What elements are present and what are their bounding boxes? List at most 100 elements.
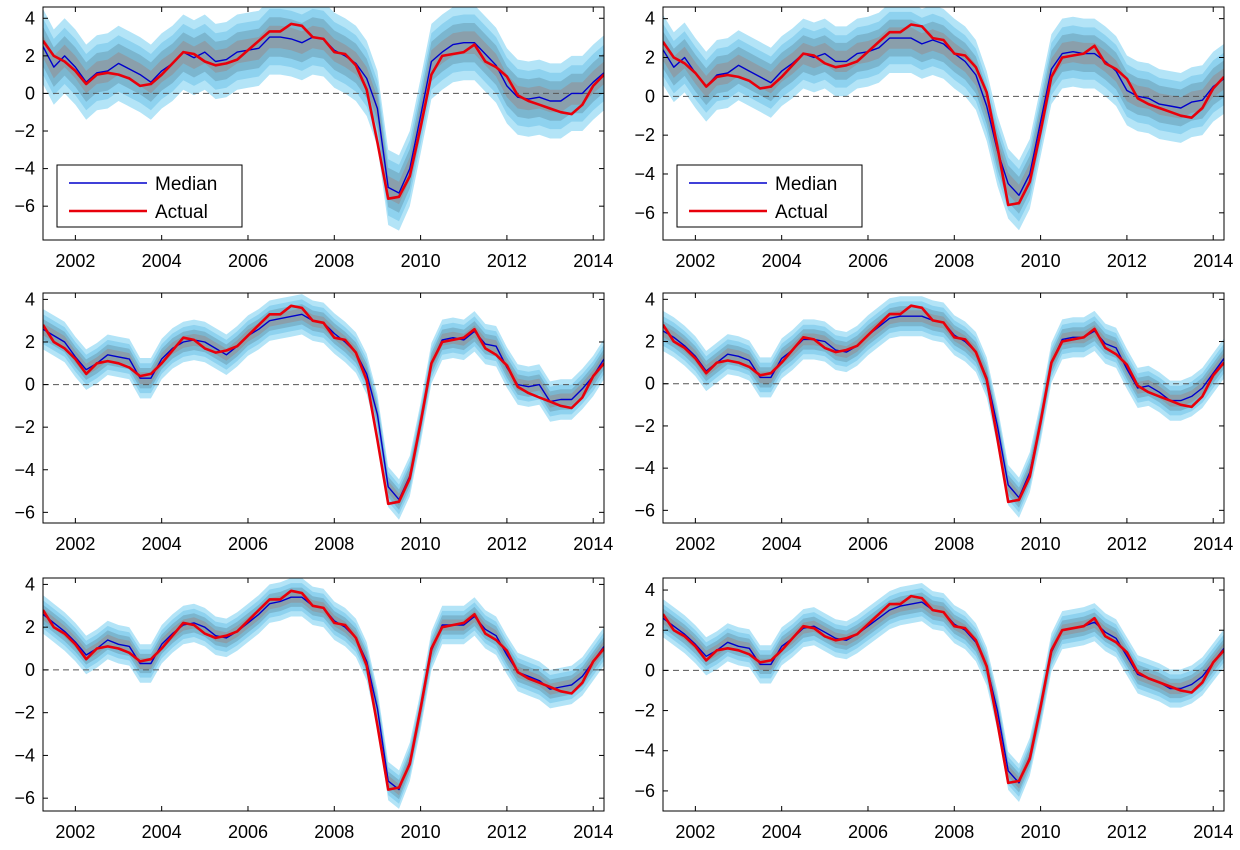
- y-tick-label: −2: [14, 703, 35, 723]
- x-tick-label: 2004: [762, 822, 802, 842]
- confidence-band-2: [663, 588, 1224, 797]
- series-line-median: [663, 37, 1224, 197]
- x-tick-label: 2006: [848, 534, 888, 554]
- axes-box: [42, 6, 605, 241]
- y-tick-label: 4: [645, 580, 655, 600]
- confidence-band-2: [43, 583, 604, 804]
- plot-area: [663, 7, 1224, 231]
- axes-box: [662, 577, 1225, 812]
- x-tick-label: 2012: [487, 822, 527, 842]
- x-tick-label: 2014: [1193, 822, 1233, 842]
- x-tick-label: 2006: [848, 822, 888, 842]
- x-tick-label: 2002: [55, 534, 95, 554]
- x-tick-label: 2002: [55, 251, 95, 271]
- x-tick-label: 2014: [573, 251, 613, 271]
- x-tick-label: 2004: [142, 534, 182, 554]
- y-tick-label: 0: [645, 86, 655, 106]
- series-line-actual: [43, 589, 604, 791]
- x-tick-label: 2006: [228, 534, 268, 554]
- y-tick-label: 0: [645, 374, 655, 394]
- x-tick-label: 2010: [401, 251, 441, 271]
- confidence-band-3: [43, 17, 604, 213]
- y-tick-label: −2: [14, 121, 35, 141]
- x-tick-label: 2012: [1107, 251, 1147, 271]
- legend-box: [676, 164, 863, 228]
- y-tick-label: −4: [14, 159, 35, 179]
- x-tick-label: 2004: [762, 534, 802, 554]
- y-tick-label: 4: [645, 9, 655, 29]
- plot-area: [663, 583, 1224, 802]
- x-tick-label: 2002: [675, 822, 715, 842]
- x-tick-label: 2004: [142, 822, 182, 842]
- y-tick-label: 2: [645, 620, 655, 640]
- y-tick-label: −4: [634, 741, 655, 761]
- panel-row2-left: 2002 2004 2006 2008 2010 2012 2014 −6 −4 −2 0 2 4: [14, 289, 613, 554]
- axes-box: [662, 6, 1225, 241]
- y-tick-label: 0: [645, 660, 655, 680]
- x-tick-label: 2012: [487, 534, 527, 554]
- series-line-actual: [43, 304, 604, 506]
- y-tick-label: 0: [25, 660, 35, 680]
- y-tick-label: 4: [25, 289, 35, 309]
- x-tick-label: 2006: [848, 251, 888, 271]
- y-tick-label: −4: [634, 164, 655, 184]
- x-tick-label: 2014: [1193, 251, 1233, 271]
- panel-row2-right: 2002 2004 2006 2008 2010 2012 2014 −6 −4 −2 0 2 4: [634, 289, 1233, 554]
- x-tick-label: 2012: [487, 251, 527, 271]
- y-tick-label: −6: [14, 788, 35, 808]
- series-line-actual: [663, 304, 1224, 504]
- x-tick-label: 2004: [142, 251, 182, 271]
- x-tick-label: 2002: [55, 822, 95, 842]
- x-tick-label: 2008: [314, 534, 354, 554]
- x-tick-label: 2008: [934, 251, 974, 271]
- x-tick-label: 2014: [573, 822, 613, 842]
- y-tick-label: −4: [14, 745, 35, 765]
- x-tick-label: 2010: [1021, 822, 1061, 842]
- axes-box: [42, 577, 605, 812]
- series-line-actual: [663, 23, 1224, 207]
- x-tick-label: 2002: [675, 251, 715, 271]
- panel-row1-left: 2002 2004 2006 2008 2010 2012 2014 −6 −4 −2 0 2 4 Med…: [14, 6, 613, 271]
- series-line-actual: [663, 594, 1224, 785]
- y-tick-label: 2: [645, 47, 655, 67]
- x-tick-label: 2004: [762, 251, 802, 271]
- y-tick-label: 0: [25, 83, 35, 103]
- y-tick-label: −4: [14, 460, 35, 480]
- x-tick-label: 2012: [1107, 534, 1147, 554]
- confidence-band-2: [43, 299, 604, 515]
- y-tick-label: −6: [634, 203, 655, 223]
- y-tick-label: −6: [14, 196, 35, 216]
- legend-label-actual: Actual: [775, 202, 828, 223]
- plot-area: [43, 578, 604, 809]
- y-tick-label: −6: [634, 781, 655, 801]
- y-tick-label: −6: [634, 500, 655, 520]
- x-tick-label: 2010: [1021, 251, 1061, 271]
- x-tick-label: 2010: [401, 822, 441, 842]
- plot-area: [663, 296, 1224, 518]
- x-tick-label: 2006: [228, 822, 268, 842]
- y-tick-label: −4: [634, 458, 655, 478]
- legend-box: [56, 164, 243, 228]
- x-tick-label: 2008: [934, 534, 974, 554]
- axes-box: [42, 292, 605, 524]
- y-tick-label: 4: [25, 574, 35, 594]
- axes-box: [662, 292, 1225, 524]
- y-tick-label: 0: [25, 375, 35, 395]
- y-tick-label: −6: [14, 502, 35, 522]
- x-tick-label: 2010: [401, 534, 441, 554]
- x-tick-label: 2014: [1193, 534, 1233, 554]
- x-tick-label: 2008: [934, 822, 974, 842]
- y-tick-label: 2: [25, 617, 35, 637]
- y-tick-label: 4: [25, 8, 35, 28]
- y-tick-label: −2: [634, 416, 655, 436]
- legend-label-median: Median: [155, 174, 217, 195]
- panel-row1-right: 2002 2004 2006 2008 2010 2012 2014 −6 −4 −2 0 2 4 Med…: [634, 6, 1233, 271]
- confidence-band-3: [663, 19, 1224, 214]
- legend-label-median: Median: [775, 174, 837, 195]
- series-line-actual: [43, 22, 604, 200]
- x-tick-label: 2014: [573, 534, 613, 554]
- x-tick-label: 2008: [314, 822, 354, 842]
- plot-area: [43, 7, 604, 231]
- y-tick-label: 2: [25, 46, 35, 66]
